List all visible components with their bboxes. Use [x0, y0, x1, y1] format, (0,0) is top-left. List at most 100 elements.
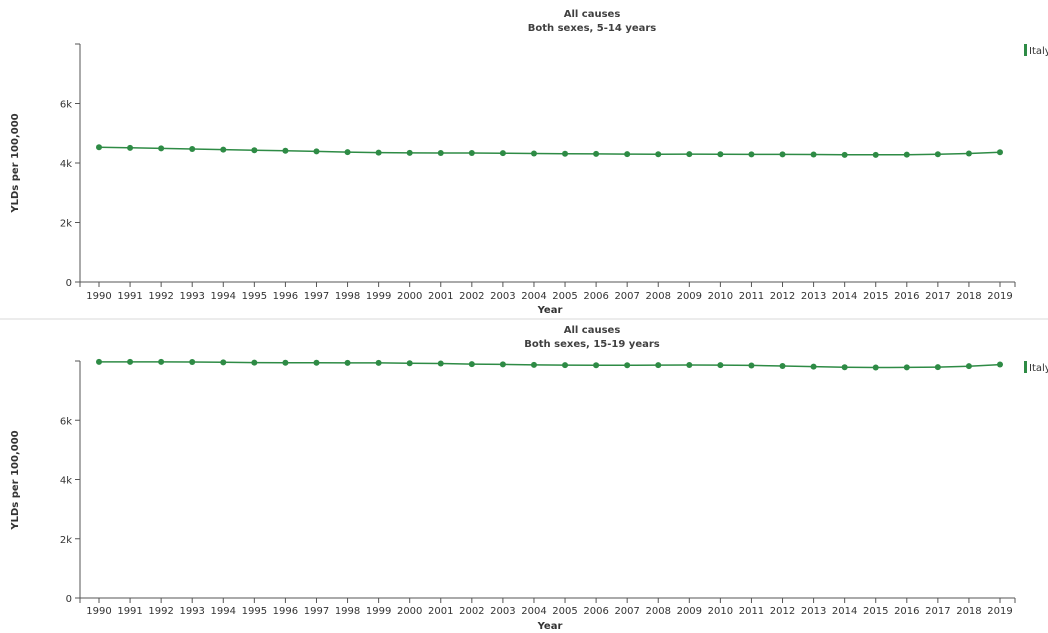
data-point — [872, 151, 879, 158]
x-tick-label: 1993 — [179, 291, 204, 302]
chart-subtitle: Both sexes, 15-19 years — [524, 339, 660, 350]
data-point — [965, 363, 972, 370]
series-line — [99, 361, 1001, 369]
x-tick-label: 2012 — [770, 606, 795, 617]
x-tick-label: 2000 — [397, 291, 422, 302]
legend-swatch — [1024, 44, 1027, 56]
x-tick-label: 2012 — [770, 291, 795, 302]
data-point — [344, 359, 351, 366]
data-point — [624, 151, 631, 158]
data-point — [499, 361, 506, 368]
x-tick-label: 2002 — [459, 291, 484, 302]
x-tick-label: 1993 — [179, 606, 204, 617]
x-tick-label: 2003 — [490, 606, 515, 617]
data-point — [406, 149, 413, 156]
x-tick-label: 2009 — [677, 606, 702, 617]
data-point — [562, 150, 569, 157]
data-point — [779, 363, 786, 370]
x-tick-label: 1999 — [366, 291, 391, 302]
x-tick-label: 1997 — [304, 291, 329, 302]
x-tick-label: 2007 — [614, 606, 639, 617]
data-point — [810, 151, 817, 158]
data-point — [158, 145, 165, 152]
chart-panel-1: All causes Both sexes, 5-14 years 0 2k 4k 6k Y… — [10, 9, 1048, 316]
data-point — [158, 358, 165, 365]
y-tick-label: 2k — [60, 535, 72, 546]
x-tick-label: 2011 — [739, 291, 764, 302]
x-tick-label: 2015 — [863, 606, 888, 617]
chart-subtitle: Both sexes, 5-14 years — [528, 23, 657, 34]
data-point — [96, 358, 102, 365]
x-tick-label: 2019 — [987, 606, 1012, 617]
data-point — [593, 362, 600, 369]
data-point — [437, 360, 444, 367]
data-point — [189, 359, 196, 366]
data-point — [127, 358, 134, 365]
data-point — [282, 147, 289, 154]
data-point — [127, 144, 134, 151]
y-tick-label: 2k — [60, 219, 72, 230]
x-tick-label: 1996 — [273, 291, 298, 302]
data-point — [344, 149, 351, 156]
x-tick-label: 2019 — [987, 291, 1012, 302]
data-point — [903, 364, 910, 371]
x-tick-label: 2016 — [894, 606, 919, 617]
data-point — [655, 151, 662, 158]
x-tick-label: 2008 — [646, 291, 671, 302]
series-line — [98, 146, 1001, 156]
x-tick-label: 1990 — [86, 291, 111, 302]
legend-label: Italy — [1029, 363, 1048, 374]
y-axis-title: YLDs per 100,000 — [10, 113, 21, 213]
x-tick-label: 2014 — [832, 291, 857, 302]
x-axis-title: Year — [537, 305, 563, 316]
x-tick-label: 2001 — [428, 606, 453, 617]
chart-title: All causes — [564, 9, 621, 20]
data-point — [406, 360, 413, 367]
data-point — [872, 364, 879, 371]
x-tick-label: 2010 — [708, 291, 733, 302]
data-point — [841, 364, 848, 371]
data-point — [220, 359, 227, 366]
data-point — [997, 149, 1003, 156]
data-point — [220, 146, 227, 153]
legend-swatch — [1024, 361, 1027, 373]
x-tick-label: 2006 — [583, 606, 608, 617]
y-tick-label: 4k — [60, 159, 72, 170]
data-point — [530, 150, 537, 157]
data-point — [810, 363, 817, 370]
x-tick-label: 1994 — [211, 291, 236, 302]
x-axis-title: Year — [537, 621, 563, 632]
data-point — [251, 359, 258, 366]
x-tick-label: 2015 — [863, 291, 888, 302]
x-tick-label: 2003 — [490, 291, 515, 302]
x-tick-label: 2009 — [677, 291, 702, 302]
data-point — [468, 361, 475, 368]
data-point — [593, 150, 600, 157]
data-point — [251, 147, 258, 154]
x-tick-label: 1999 — [366, 606, 391, 617]
data-point — [655, 362, 662, 369]
data-point — [468, 150, 475, 157]
x-tick-label: 1996 — [273, 606, 298, 617]
data-point — [499, 150, 506, 157]
data-point — [375, 359, 382, 366]
y-tick-label: 4k — [60, 476, 72, 487]
x-tick-label: 2005 — [552, 606, 577, 617]
y-tick-label: 0 — [66, 278, 72, 289]
data-point — [562, 362, 569, 369]
y-tick-label: 6k — [60, 100, 72, 111]
data-point — [313, 359, 320, 366]
x-tick-label: 2017 — [925, 291, 950, 302]
x-tick-label: 1990 — [86, 606, 111, 617]
data-point — [748, 362, 755, 369]
data-point — [189, 146, 196, 153]
x-tick-label: 1991 — [117, 291, 142, 302]
chart-title: All causes — [564, 325, 621, 336]
data-point — [530, 361, 537, 368]
x-tick-label: 2016 — [894, 291, 919, 302]
x-tick-label: 1994 — [211, 606, 236, 617]
data-point — [934, 364, 941, 371]
y-tick-label: 6k — [60, 416, 72, 427]
data-point — [96, 144, 102, 151]
